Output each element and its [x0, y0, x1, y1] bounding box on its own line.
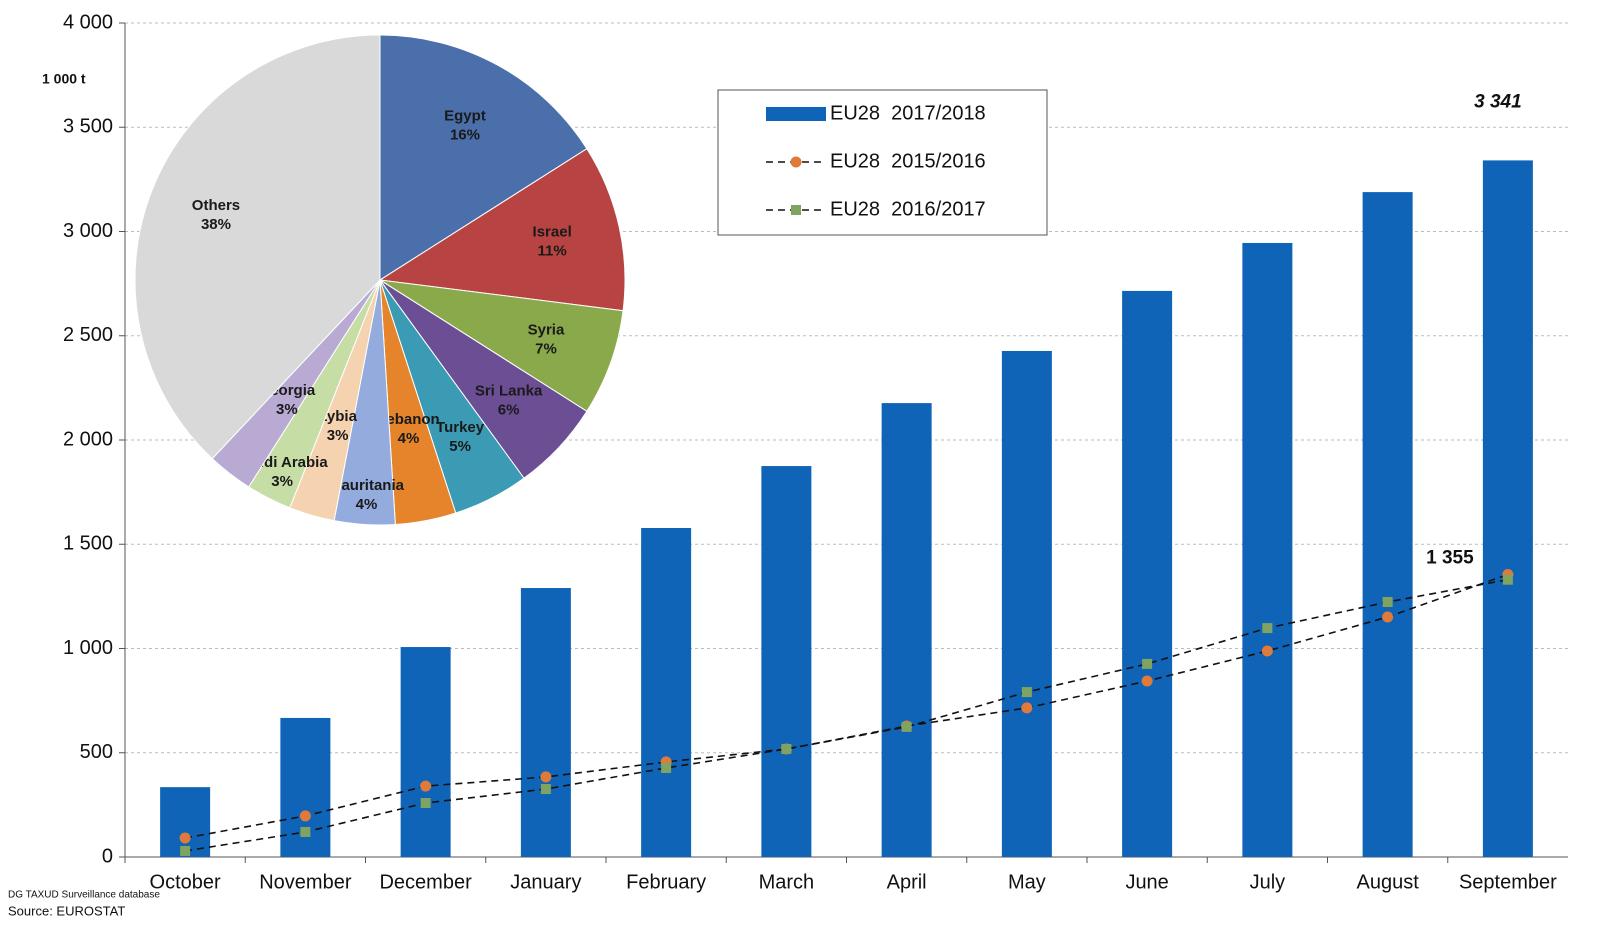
- marker: [180, 845, 191, 856]
- marker: [540, 784, 551, 795]
- pie-label: Lebanon: [377, 411, 440, 428]
- pie-value-label: 7%: [535, 341, 557, 358]
- x-tick-label: January: [510, 871, 581, 893]
- pie-value-label: 4%: [356, 496, 378, 513]
- marker: [1141, 675, 1153, 687]
- marker: [1142, 658, 1153, 669]
- x-tick-label: April: [887, 871, 927, 893]
- pie-value-label: 4%: [398, 430, 420, 447]
- legend-marker: [791, 205, 801, 215]
- marker: [420, 797, 431, 808]
- pie-label: Sri Lanka: [475, 383, 543, 400]
- bar: [1362, 192, 1413, 857]
- pie-label: Others: [192, 197, 240, 214]
- marker: [1262, 623, 1273, 634]
- pie-value-label: 11%: [538, 242, 567, 259]
- bar: [400, 647, 451, 857]
- marker: [661, 762, 672, 773]
- bar: [1242, 242, 1293, 857]
- legend-label: EU28 2016/2017: [830, 198, 986, 220]
- bar: [641, 527, 692, 857]
- y-tick-label: 2 500: [63, 324, 113, 346]
- x-tick-label: July: [1250, 871, 1286, 893]
- marker: [299, 810, 311, 822]
- y-tick-label: 4 000: [63, 11, 113, 33]
- bar: [520, 588, 571, 857]
- line: [185, 578, 1509, 852]
- marker: [1261, 645, 1273, 657]
- y-tick-label: 500: [80, 741, 113, 763]
- data-label: 3 341: [1474, 91, 1522, 112]
- pie-label: Syria: [528, 322, 565, 339]
- x-tick-label: March: [759, 871, 815, 893]
- pie-value-label: 3%: [276, 401, 298, 418]
- x-tick-label: June: [1125, 871, 1168, 893]
- pie-value-label: 3%: [327, 427, 349, 444]
- pie-slice: [379, 34, 588, 281]
- marker: [179, 832, 191, 844]
- line: [184, 573, 1509, 839]
- x-tick-label: May: [1008, 871, 1046, 893]
- pie-label: Mauritania: [329, 477, 405, 494]
- marker: [1382, 611, 1394, 623]
- marker: [1021, 702, 1033, 714]
- pie-slice: [379, 279, 624, 412]
- footnote: DG TAXUD Surveillance database: [8, 890, 160, 901]
- bar: [160, 787, 211, 857]
- bar: [1122, 290, 1173, 857]
- marker: [901, 721, 912, 732]
- bar: [881, 403, 932, 857]
- x-tick-label: September: [1459, 871, 1557, 893]
- pie-value-label: 16%: [450, 126, 480, 143]
- legend-swatch: [766, 107, 826, 121]
- pie-slice: [378, 148, 626, 312]
- y-tick-label: 2 000: [63, 428, 113, 450]
- y-tick-label: 0: [102, 845, 113, 867]
- pie-label: Egypt: [444, 107, 486, 124]
- marker: [781, 743, 792, 754]
- bar: [761, 466, 812, 857]
- x-tick-label: October: [150, 871, 221, 893]
- pie-slice: [134, 34, 381, 460]
- y-tick-label: 1 000: [63, 637, 113, 659]
- marker: [300, 826, 311, 837]
- legend-label: EU28 2015/2016: [830, 150, 986, 172]
- pie-value-label: 38%: [201, 216, 231, 233]
- marker: [540, 771, 552, 783]
- bar: [1001, 350, 1052, 857]
- y-tick-label: 3 000: [63, 220, 113, 242]
- x-tick-label: December: [379, 871, 472, 893]
- y-tick-label: 1 500: [63, 533, 113, 555]
- pie-label: Turkey: [436, 419, 485, 436]
- pie-label: Israel: [533, 223, 572, 240]
- pie-value-label: 3%: [271, 473, 293, 490]
- footnote: Source: EUROSTAT: [8, 903, 125, 918]
- bar: [1482, 160, 1533, 858]
- marker: [1382, 597, 1393, 608]
- pie-value-label: 6%: [498, 402, 520, 419]
- x-tick-label: August: [1356, 871, 1419, 893]
- x-tick-label: November: [259, 871, 352, 893]
- marker: [1021, 687, 1032, 698]
- x-tick-label: February: [626, 871, 706, 893]
- data-label: 1 355: [1426, 547, 1474, 568]
- pie-value-label: 5%: [449, 438, 471, 455]
- legend-marker: [790, 156, 802, 168]
- marker: [1502, 574, 1513, 585]
- unit-label: 1 000 t: [42, 71, 86, 87]
- y-tick-label: 3 500: [63, 116, 113, 138]
- legend-label: EU28 2017/2018: [830, 102, 986, 124]
- marker: [420, 780, 432, 792]
